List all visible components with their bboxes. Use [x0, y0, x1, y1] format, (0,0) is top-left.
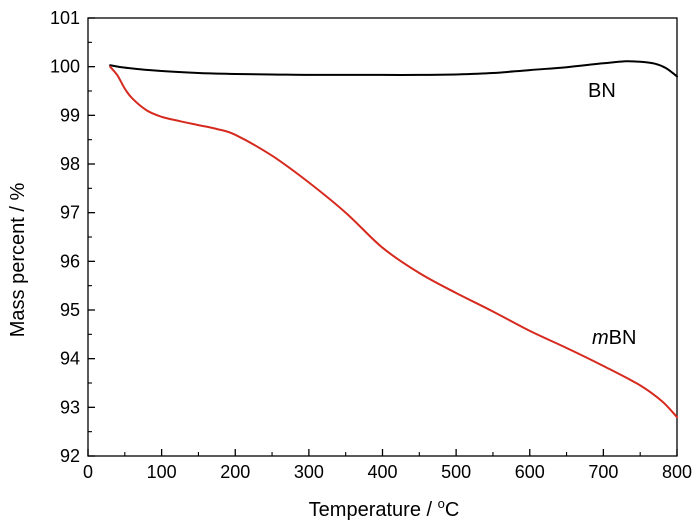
- y-tick-label: 99: [60, 105, 80, 125]
- x-tick-label: 800: [662, 462, 692, 482]
- x-tick-label: 400: [367, 462, 397, 482]
- x-tick-label: 100: [147, 462, 177, 482]
- y-tick-label: 94: [60, 349, 80, 369]
- series-label-bn: BN: [588, 80, 616, 102]
- x-tick-label: 600: [515, 462, 545, 482]
- series-label-mbn: mBN: [592, 327, 636, 349]
- y-tick-label: 92: [60, 446, 80, 466]
- y-tick-label: 95: [60, 300, 80, 320]
- bn-series-line: [109, 60, 678, 78]
- x-tick-label: 300: [294, 462, 324, 482]
- series-layer: [109, 60, 678, 419]
- y-tick-label: 101: [50, 8, 80, 28]
- y-axis-label: Mass percent / %: [7, 183, 29, 338]
- y-tick-label: 98: [60, 154, 80, 174]
- axes-layer: 0 100 200 300 400 500 600 700 800 92 93 94 95 96 97 98 9…: [50, 8, 692, 482]
- mbn-series-line: [109, 65, 678, 419]
- x-tick-label: 200: [220, 462, 250, 482]
- x-tick-label: 500: [441, 462, 471, 482]
- y-tick-label: 100: [50, 57, 80, 77]
- y-tick-label: 96: [60, 251, 80, 271]
- x-axis-label: Temperature / oC: [309, 496, 460, 521]
- y-tick-label: 97: [60, 203, 80, 223]
- x-tick-label: 700: [588, 462, 618, 482]
- y-tick-label: 93: [60, 397, 80, 417]
- x-tick-label: 0: [83, 462, 93, 482]
